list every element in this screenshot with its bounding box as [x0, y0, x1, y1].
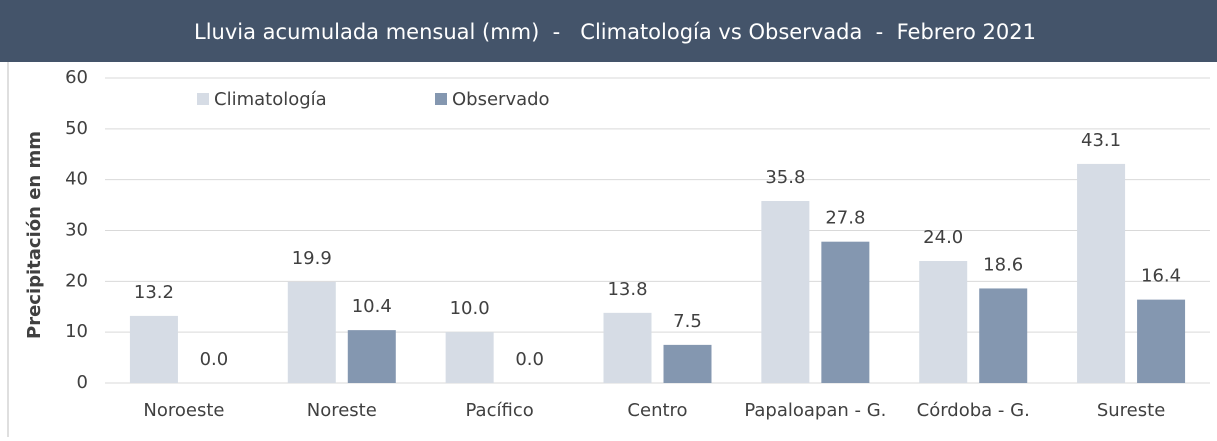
value-label: 18.6	[983, 254, 1023, 275]
value-label: 10.0	[450, 298, 490, 319]
bar	[445, 332, 494, 383]
value-label: 35.8	[765, 167, 805, 188]
bar	[1077, 163, 1126, 383]
title-bar	[0, 0, 1217, 62]
bar	[603, 312, 652, 383]
value-label: 13.2	[134, 282, 174, 303]
bar	[663, 344, 712, 383]
value-label: 13.8	[607, 279, 647, 300]
y-tick-label: 10	[65, 321, 88, 342]
legend-swatch	[435, 93, 447, 105]
y-tick-label: 50	[65, 118, 88, 139]
y-axis-label: Precipitación en mm	[24, 131, 45, 339]
x-tick-label: Papaloapan - G.	[744, 400, 886, 421]
value-label: 0.0	[200, 349, 229, 370]
bar	[821, 241, 870, 383]
value-label: 43.1	[1081, 130, 1121, 151]
legend-swatch	[197, 93, 209, 105]
y-tick-label: 30	[65, 220, 88, 241]
legend-label: Climatología	[214, 89, 327, 110]
x-tick-label: Noreste	[307, 400, 377, 421]
bar	[979, 288, 1028, 383]
bar	[1137, 299, 1186, 383]
value-label: 0.0	[515, 349, 544, 370]
bar	[129, 315, 178, 383]
value-label: 19.9	[292, 248, 332, 269]
value-label: 10.4	[352, 296, 392, 317]
value-label: 16.4	[1141, 266, 1181, 287]
y-tick-label: 20	[65, 270, 88, 291]
bar	[919, 261, 968, 383]
legend-label: Observado	[452, 89, 550, 110]
value-label: 7.5	[673, 311, 702, 332]
x-tick-label: Centro	[627, 400, 687, 421]
bar	[761, 201, 810, 383]
x-tick-label: Sureste	[1097, 400, 1165, 421]
bar	[287, 281, 336, 383]
x-tick-label: Pacífico	[466, 400, 534, 421]
y-tick-label: 0	[77, 372, 88, 393]
x-tick-label: Córdoba - G.	[917, 400, 1030, 421]
bar	[347, 330, 396, 383]
y-tick-label: 60	[65, 67, 88, 88]
x-tick-label: Noroeste	[143, 400, 224, 421]
value-label: 27.8	[825, 208, 865, 229]
value-label: 24.0	[923, 227, 963, 248]
y-tick-label: 40	[65, 169, 88, 190]
chart-title: Lluvia acumulada mensual (mm) - Climatol…	[194, 20, 1036, 44]
